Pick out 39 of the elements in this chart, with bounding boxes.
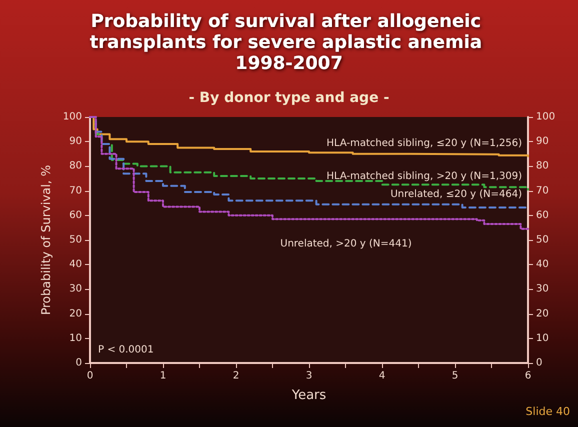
y2-tick-label: 20 <box>536 308 549 320</box>
annotation: P < 0.0001 <box>98 344 154 356</box>
y-tick-label: 20 <box>69 308 82 320</box>
x-tick-label: 2 <box>232 370 240 382</box>
y-axis-title: Probability of Survival, % <box>39 164 54 316</box>
y-tick-label: 40 <box>69 259 82 270</box>
y-tick-label: 50 <box>69 234 82 246</box>
y2-tick-label: 70 <box>536 185 549 196</box>
chart-subtitle: - By donor type and age - <box>188 90 390 106</box>
y-tick-label: 30 <box>69 284 82 295</box>
x-axis-title: Years <box>290 388 326 403</box>
chart-title: Probability of survival after allogeneic transplants for severe aplastic anemia 1998-2007 <box>90 11 488 74</box>
series-label: Unrelated, ≤20 y (N=464) <box>390 189 522 200</box>
y-tick-label: 0 <box>76 358 82 368</box>
x-tick-label: 4 <box>378 370 386 382</box>
y-tick-label: 100 <box>62 112 82 122</box>
y2-tick-label: 100 <box>536 112 556 122</box>
x-tick-label: 5 <box>452 370 458 382</box>
y2-tick-label: 50 <box>536 234 549 246</box>
x-tick-label: 3 <box>306 370 312 382</box>
y-tick-label: 10 <box>69 332 82 344</box>
y2-tick-label: 90 <box>536 136 549 148</box>
y-tick-label: 70 <box>69 185 82 196</box>
y-tick-label: 80 <box>69 160 82 172</box>
y-tick-label: 90 <box>69 136 82 148</box>
y2-tick-label: 40 <box>536 259 549 270</box>
text: Slide 40 <box>526 405 570 418</box>
series-label: HLA-matched sibling, ≤20 y (N=1,256) <box>326 138 522 149</box>
series-label: Unrelated, >20 y (N=441) <box>280 238 412 250</box>
y2-tick-label: 80 <box>536 160 549 172</box>
y2-tick-label: 10 <box>536 332 549 344</box>
y-tick-label: 60 <box>69 210 82 221</box>
x-tick-label: 0 <box>86 370 94 382</box>
series-label: HLA-matched sibling, >20 y (N=1,309) <box>326 171 522 182</box>
x-tick-label: 6 <box>524 370 532 382</box>
y2-tick-label: 60 <box>536 210 549 221</box>
y2-tick-label: 0 <box>536 358 542 368</box>
y2-tick-label: 30 <box>536 284 549 295</box>
x-tick-label: 1 <box>160 370 166 382</box>
